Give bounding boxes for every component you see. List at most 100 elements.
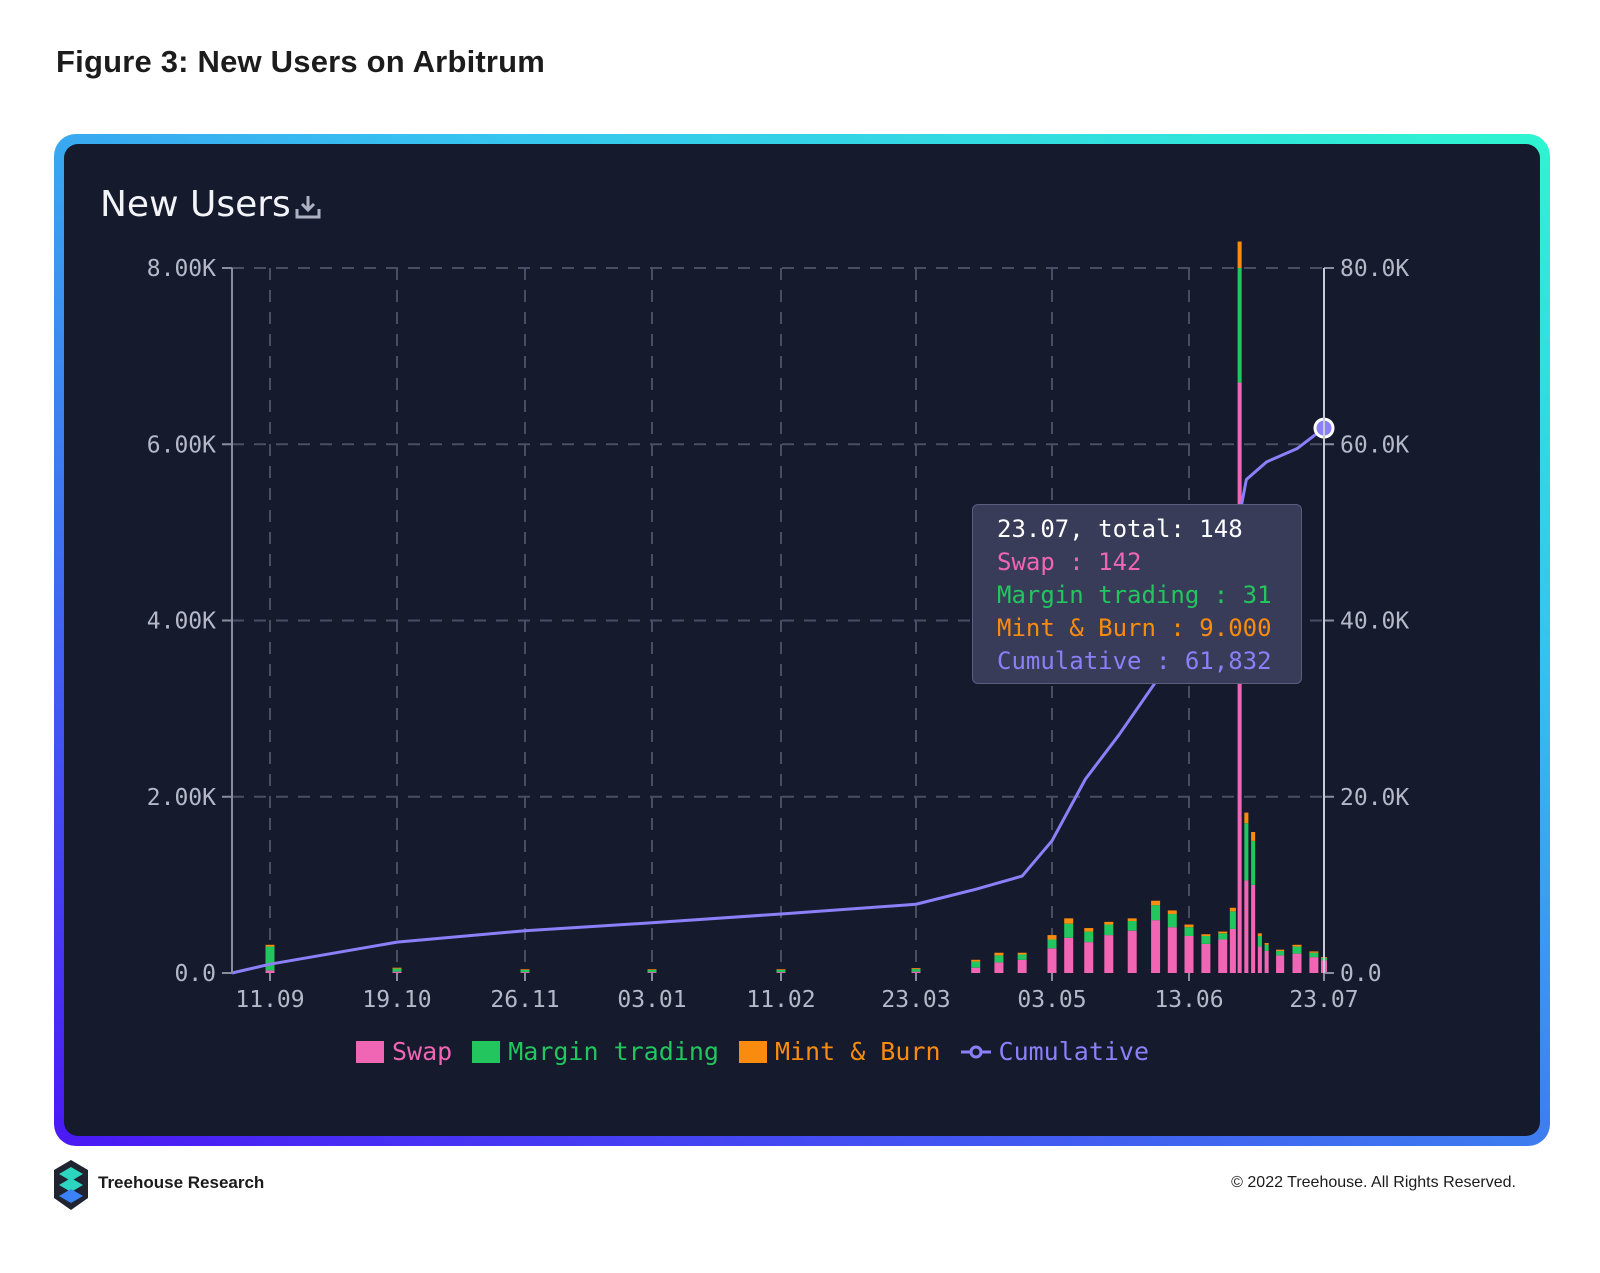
bar-margin-trading — [1229, 911, 1236, 929]
y-left-tick-label: 4.00K — [147, 609, 216, 635]
bar-margin-trading — [1276, 950, 1285, 956]
bar-swap — [1151, 920, 1161, 973]
tooltip-mint: Mint & Burn : 9.000 — [997, 614, 1272, 642]
legend-label-mint: Mint & Burn — [774, 1037, 941, 1066]
bar-swap — [265, 970, 275, 973]
tooltip-cumulative: Cumulative : 61,832 — [997, 647, 1272, 675]
bar-swap — [1309, 957, 1319, 973]
bar-margin-trading — [1251, 840, 1256, 885]
chart-card: New Users 11.09 19.10 26.11 03.01 11.02 23.03… — [54, 134, 1550, 1146]
bar-margin-trading — [1064, 923, 1074, 938]
mint-swatch — [738, 1040, 767, 1063]
bar-mint-burn — [1251, 832, 1256, 841]
bar-margin-trading — [647, 969, 657, 973]
bar-swap — [1257, 946, 1262, 973]
bar-swap — [1244, 880, 1249, 973]
bar-mint-burn — [520, 969, 530, 970]
bar-mint-burn — [1264, 943, 1269, 945]
bar-mint-burn — [971, 959, 981, 962]
tooltip-swap: Swap : 142 — [997, 548, 1142, 576]
bar-mint-burn — [1244, 812, 1249, 824]
legend-label-swap: Swap — [392, 1037, 453, 1066]
legend-label-margin: Margin trading — [508, 1037, 719, 1066]
bar-swap — [1201, 943, 1211, 973]
tooltip-margin: Margin trading : 31 — [997, 581, 1272, 609]
bar-mint-burn — [1104, 921, 1114, 925]
legend-item-swap[interactable]: Swap — [356, 1037, 452, 1066]
bar-swap — [1218, 939, 1228, 973]
legend-item-margin[interactable]: Margin trading — [472, 1037, 719, 1066]
bar-margin-trading — [1184, 927, 1194, 936]
legend-item-mint[interactable]: Mint & Burn — [738, 1037, 941, 1066]
bar-margin-trading — [1292, 946, 1302, 954]
tooltip-header: 23.07, total: 148 — [997, 515, 1243, 543]
bar-mint-burn — [1127, 918, 1137, 922]
y-right-tick-label: 40.0K — [1340, 609, 1409, 635]
bar-mint-burn — [1309, 951, 1319, 953]
bar-swap — [1229, 928, 1236, 973]
footer-copyright: © 2022 Treehouse. All Rights Reserved. — [1231, 1174, 1516, 1191]
bar-swap — [1017, 959, 1027, 973]
bar-margin-trading — [1201, 935, 1211, 944]
chart-plot: 11.09 19.10 26.11 03.01 11.02 23.03 03.05 13.06… — [147, 241, 1409, 1013]
tooltip: 23.07, total: 148 Swap : 142 Margin trad… — [972, 504, 1302, 684]
x-tick-label: 11.02 — [746, 987, 815, 1013]
bar-mint-burn — [1167, 910, 1177, 914]
bar-mint-burn — [994, 952, 1004, 956]
bar-mint-burn — [1257, 933, 1262, 936]
bar-swap — [1184, 935, 1194, 973]
bar-mint-burn — [1237, 241, 1242, 268]
bar-mint-burn — [1047, 935, 1057, 940]
bar-swap — [1047, 948, 1057, 973]
bar-swap — [1127, 930, 1137, 973]
bar-mint-burn — [1201, 934, 1211, 936]
bar-margin-trading — [776, 969, 786, 973]
x-tick-label: 23.03 — [881, 987, 950, 1013]
bar-swap — [1292, 953, 1302, 973]
bar-mint-burn — [1151, 900, 1161, 906]
x-tick-label: 11.09 — [235, 987, 304, 1013]
bar-margin-trading — [971, 961, 981, 968]
bar-swap — [1104, 935, 1114, 973]
bar-margin-trading — [1167, 913, 1177, 928]
bar-mint-burn — [265, 944, 275, 947]
x-tick-label: 13.06 — [1154, 987, 1223, 1013]
bar-swap — [776, 972, 786, 973]
bar-mint-burn — [1218, 931, 1228, 934]
y-right-tick-label: 60.0K — [1340, 432, 1409, 458]
bar-margin-trading — [1127, 921, 1137, 931]
bar-margin-trading — [1218, 933, 1228, 940]
bar-swap — [520, 972, 530, 973]
legend-item-cumulative[interactable]: Cumulative — [960, 1037, 1150, 1066]
bar-swap — [1084, 942, 1094, 973]
bar-mint-burn — [1292, 944, 1302, 947]
bar-margin-trading — [994, 955, 1004, 963]
bar-swap — [1276, 955, 1285, 973]
bar-mint-burn — [1184, 924, 1194, 928]
bar-swap — [647, 972, 657, 973]
y-left-tick-label: 6.00K — [147, 432, 216, 458]
bar-swap — [1064, 937, 1074, 973]
figure-title: Figure 3: New Users on Arbitrum — [56, 44, 546, 79]
bar-margin-trading — [1047, 939, 1057, 949]
download-icon[interactable] — [293, 192, 323, 222]
bar-margin-trading — [911, 969, 921, 972]
bar-mint-burn — [392, 967, 402, 969]
bar-mint-burn — [1017, 952, 1027, 955]
bar-swap — [392, 971, 402, 973]
bar-margin-trading — [1264, 944, 1269, 951]
legend-label-cumulative: Cumulative — [998, 1037, 1150, 1066]
y-left-tick-label: 2.00K — [147, 785, 216, 811]
x-tick-label: 03.05 — [1017, 987, 1086, 1013]
y-right-tick-label: 20.0K — [1340, 785, 1409, 811]
bar-margin-trading — [1237, 268, 1242, 383]
treehouse-logo — [54, 1160, 88, 1210]
chart-panel: New Users 11.09 19.10 26.11 03.01 11.02 23.03… — [64, 144, 1540, 1136]
bar-mint-burn — [647, 969, 657, 970]
bar-margin-trading — [1017, 954, 1027, 960]
legend: Swap Margin trading Mint & Burn Cumulati… — [356, 1037, 1149, 1066]
margin-swatch — [472, 1040, 501, 1063]
bar-mint-burn — [1276, 949, 1285, 951]
bar-margin-trading — [1151, 905, 1161, 921]
bar-swap — [911, 971, 921, 973]
